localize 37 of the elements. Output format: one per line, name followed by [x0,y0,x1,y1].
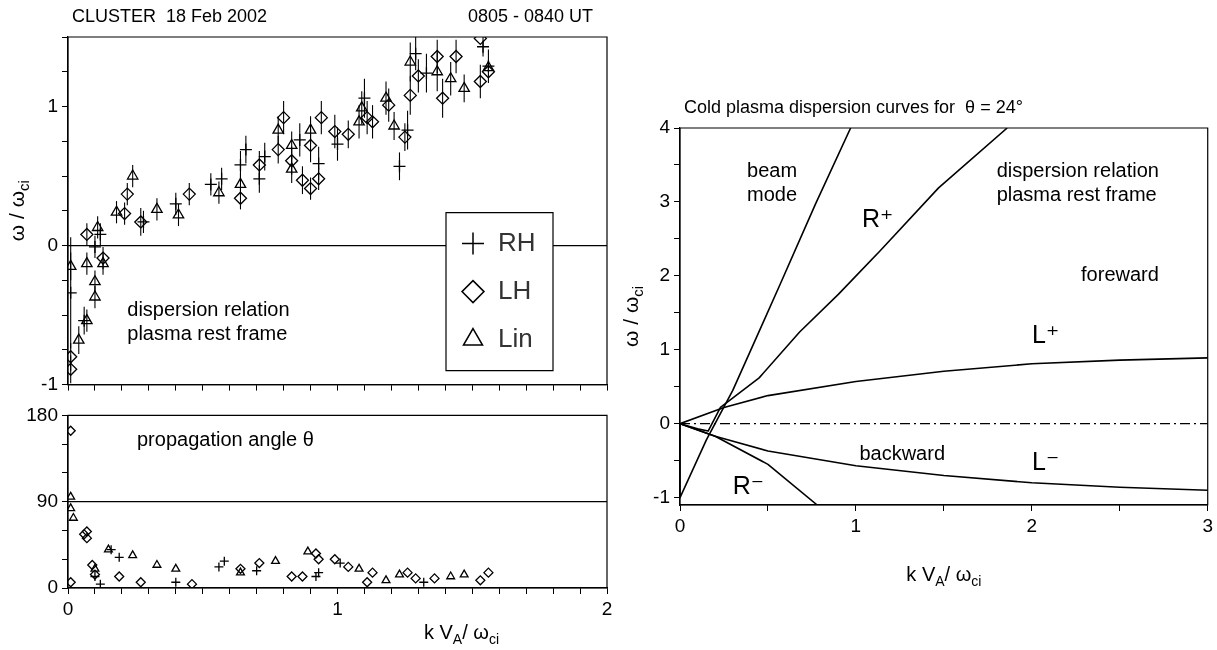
y-tick-label: 1 [659,338,670,359]
y-tick-label: 180 [26,403,58,425]
annotation: R⁻ [732,471,765,500]
annotation: L⁻ [1031,447,1060,476]
legend-label: Lin [498,322,533,353]
y-tick-label: 0 [47,233,58,255]
y-tick-label: 0 [47,576,58,598]
y-axis-title: ω / ωci [4,180,33,242]
x-tick-label: 1 [850,514,862,536]
y-tick-label: 2 [659,264,670,286]
chart-title: Cold plasma dispersion curves for θ = 24° [684,96,1023,117]
y-tick-label: 90 [36,489,58,511]
annotation: beam mode [747,158,798,205]
annotation: propagation angle θ [136,427,314,450]
legend-label: RH [498,226,536,257]
x-tick-label: 2 [1026,514,1038,536]
y-tick-label: 3 [659,190,670,212]
annotation: foreward [1081,262,1159,285]
annotation: backward [859,441,946,464]
x-tick-label: 0 [62,597,74,619]
x-tick-label: 1 [332,597,343,619]
y-tick-label: -1 [41,372,58,394]
y-tick-label: 0 [659,411,670,433]
x-tick-label: 2 [601,597,613,619]
y-axis-title: ω / ωci [618,286,647,347]
x-tick-label: 0 [674,514,686,536]
annotation: R⁺ [862,203,894,232]
y-tick-label: -1 [653,485,670,507]
annotation: L⁺ [1031,319,1060,348]
annotation: dispersion relation plasma rest frame [996,158,1159,205]
x-tick-label: 3 [1202,514,1214,536]
annotation: dispersion relation plasma rest frame [127,297,290,344]
y-tick-label: 1 [47,94,58,116]
legend-label: LH [498,274,532,305]
chart-subtitle: 0805 - 0840 UT [467,5,593,26]
y-tick-label: 4 [659,116,671,138]
chart-title: CLUSTER 18 Feb 2002 [72,5,268,26]
